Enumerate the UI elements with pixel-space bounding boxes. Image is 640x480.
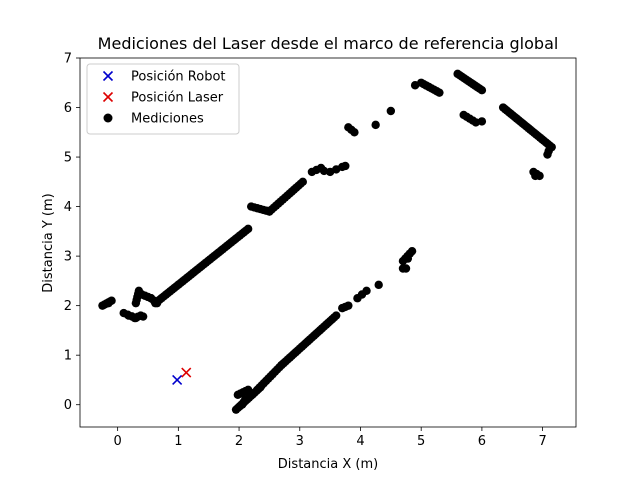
y-tick-label: 4	[64, 200, 72, 215]
medicion-point	[362, 286, 371, 295]
legend-marker-2	[103, 113, 113, 123]
y-tick-label: 1	[64, 349, 72, 364]
medicion-point	[403, 254, 413, 263]
x-axis-label: Distancia X (m)	[278, 457, 378, 472]
medicion-point	[243, 385, 253, 395]
medicion-point	[350, 128, 359, 137]
y-axis-label: Distancia Y (m)	[41, 193, 56, 292]
medicion-point	[371, 120, 380, 130]
legend-marker-0	[102, 70, 114, 82]
legend-marker-1	[102, 91, 114, 103]
medicion-point	[341, 161, 350, 171]
medicion-point	[435, 88, 444, 97]
medicion-point	[407, 246, 417, 256]
x-tick-label: 4	[356, 434, 364, 449]
legend-label: Mediciones	[131, 112, 204, 127]
y-tick-label: 7	[64, 52, 72, 67]
legend: Posición Robot Posición Laser Mediciones	[86, 63, 240, 135]
legend-label: Posición Robot	[131, 70, 226, 85]
medicion-point	[243, 224, 253, 234]
medicion-point	[386, 106, 396, 116]
medicion-point	[104, 298, 113, 308]
medicion-point	[374, 280, 383, 290]
legend-box	[86, 63, 240, 135]
robot-position-marker	[172, 374, 183, 386]
medicion-point	[331, 311, 341, 320]
medicion-point	[319, 166, 329, 176]
mediciones-series	[98, 69, 556, 414]
medicion-point	[138, 312, 148, 321]
x-tick-label: 7	[538, 434, 546, 449]
x-tick-label: 5	[417, 434, 425, 449]
x-tick-label: 0	[113, 434, 121, 449]
legend-label: Posición Laser	[131, 91, 224, 106]
laser-position-marker	[181, 367, 192, 378]
y-tick-label: 6	[64, 101, 72, 116]
medicion-point	[531, 171, 540, 181]
medicion-point	[124, 311, 133, 320]
chart-title: Mediciones del Laser desde el marco de r…	[98, 34, 559, 53]
x-tick-label: 1	[174, 434, 182, 449]
medicion-point	[410, 81, 420, 90]
y-tick-label: 5	[64, 151, 72, 166]
medicion-point	[298, 177, 308, 187]
x-tick-label: 2	[235, 434, 243, 449]
medicion-point	[477, 85, 487, 95]
y-tick-label: 3	[64, 250, 72, 265]
x-tick-label: 6	[478, 434, 486, 449]
x-tick-label: 3	[296, 434, 304, 449]
plot-area	[79, 57, 577, 428]
y-tick-label: 2	[64, 299, 72, 314]
x-axis: 0 1 2 3 4 5 6 7	[113, 427, 547, 449]
medicion-point	[477, 117, 487, 126]
medicion-point	[401, 264, 411, 273]
medicion-point	[240, 395, 250, 404]
y-tick-label: 0	[64, 398, 72, 413]
medicion-point	[344, 301, 353, 310]
y-axis: 0 1 2 3 4 5 6 7	[64, 52, 80, 413]
medicion-point	[544, 146, 553, 156]
